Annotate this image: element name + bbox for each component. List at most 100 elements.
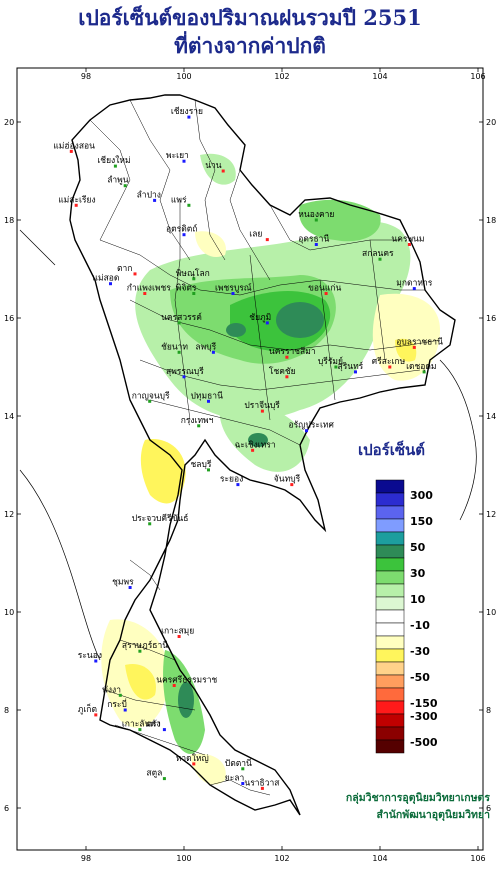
shade-core-teal-2 bbox=[226, 323, 246, 337]
province-label: ชัยนาท bbox=[161, 342, 188, 352]
map-title: เปอร์เซ็นต์ของปริมาณฝนรวมปี 2551 ที่ต่าง… bbox=[0, 4, 500, 60]
province-label: พังงา bbox=[102, 685, 121, 695]
lat-tick-left-label: 16 bbox=[4, 314, 14, 323]
lat-tick-right-label: 16 bbox=[486, 314, 496, 323]
lat-tick-right-label: 20 bbox=[486, 118, 496, 127]
station-marker bbox=[94, 713, 98, 717]
station-marker bbox=[133, 272, 137, 276]
station-marker bbox=[172, 684, 176, 687]
province-label: ประจวบคีรีขันธ์ bbox=[132, 513, 189, 524]
station-marker bbox=[187, 203, 191, 207]
province-label: สุรินทร์ bbox=[338, 361, 364, 372]
station-marker bbox=[388, 365, 392, 369]
legend-swatch bbox=[375, 609, 405, 624]
lat-tick-left-label: 20 bbox=[4, 118, 14, 127]
province-label: นครราชสีมา bbox=[269, 346, 316, 357]
latitude-ticks-right: 20 18 16 14 12 10 8 6 bbox=[479, 118, 496, 813]
province-label: โชคชัย bbox=[269, 366, 296, 377]
station-marker bbox=[378, 257, 382, 261]
lat-tick-left-label: 6 bbox=[4, 804, 9, 813]
province-label: หาดใหญ่ bbox=[176, 753, 209, 764]
province-label: นราธิวาส bbox=[244, 778, 280, 788]
latitude-ticks-left: 20 18 16 14 12 10 8 6 bbox=[4, 118, 21, 813]
station-marker bbox=[422, 370, 426, 374]
legend-swatch bbox=[375, 583, 405, 598]
station-marker bbox=[94, 659, 98, 663]
station-marker bbox=[412, 287, 416, 291]
map-frame bbox=[16, 67, 484, 851]
shade-deep-south-yellow bbox=[190, 753, 226, 785]
station-marker bbox=[118, 693, 122, 697]
station-marker bbox=[177, 321, 181, 325]
country-outline bbox=[69, 94, 456, 816]
province-label: พิษณุโลก bbox=[176, 268, 210, 279]
shade-southeast-teal bbox=[248, 433, 268, 447]
station-marker bbox=[148, 399, 152, 403]
legend-swatch bbox=[375, 739, 405, 754]
province-label: นครพนม bbox=[391, 235, 424, 245]
province-borders bbox=[89, 99, 441, 796]
legend-label: 50 bbox=[410, 541, 426, 554]
station-marker bbox=[187, 115, 191, 119]
shade-south-yellow-2 bbox=[125, 664, 156, 700]
station-marker bbox=[123, 184, 127, 188]
credit-line1: กลุ่มวิชาการอุตุนิยมวิทยาเกษตร bbox=[345, 792, 490, 804]
province-label: อุตรดิตถ์ bbox=[166, 224, 197, 235]
province-label: สุพรรณบุรี bbox=[166, 366, 204, 377]
station-marker bbox=[177, 635, 181, 638]
legend-swatch bbox=[375, 661, 405, 676]
anomaly-shading bbox=[101, 153, 440, 785]
province-label: สุราษฎร์ธานี bbox=[122, 640, 168, 651]
station-marker bbox=[182, 159, 186, 163]
station-marker bbox=[162, 777, 166, 781]
lon-tick-top-label: 100 bbox=[176, 72, 191, 81]
province-label: เชียงราย bbox=[171, 106, 203, 117]
lat-tick-right-label: 10 bbox=[486, 608, 496, 617]
province-label: กำแพงเพชร bbox=[127, 284, 171, 294]
longitude-ticks-bottom: 98 100 102 104 106 bbox=[81, 846, 486, 863]
province-label: แม่สอด bbox=[93, 274, 120, 284]
province-label: อรัญประเทศ bbox=[289, 421, 335, 431]
province-label: ปัตตานี bbox=[225, 758, 252, 769]
province-label: ระนอง bbox=[78, 651, 102, 661]
legend-swatch bbox=[375, 479, 405, 494]
lat-tick-left-label: 10 bbox=[4, 608, 14, 617]
lon-tick-top-label: 98 bbox=[81, 72, 91, 81]
legend-swatch bbox=[375, 700, 405, 715]
station-marker bbox=[192, 762, 196, 766]
province-label: นครศรีธรรมราช bbox=[156, 675, 217, 686]
province-label: อุดรธานี bbox=[298, 234, 329, 245]
province-label: อุบลราชธานี bbox=[396, 336, 443, 347]
province-label: พะเยา bbox=[166, 151, 189, 161]
province-label: จันทบุรี bbox=[274, 474, 301, 485]
station-marker bbox=[74, 203, 78, 207]
legend-swatch bbox=[375, 622, 405, 637]
province-label: เกาะลันตา bbox=[122, 720, 161, 730]
station-marker bbox=[182, 233, 186, 237]
legend-swatch bbox=[375, 518, 405, 533]
province-label: สตูล bbox=[146, 769, 162, 779]
province-label: ปทุมธานี bbox=[191, 390, 224, 401]
station-marker bbox=[354, 370, 357, 374]
legend-swatch bbox=[375, 557, 405, 572]
province-label: ลำปาง bbox=[137, 190, 161, 200]
shade-gulf-yellow bbox=[140, 439, 186, 504]
province-label: ภูเก็ต bbox=[78, 703, 97, 715]
province-label: ฉะเชิงเทรา bbox=[235, 440, 276, 450]
station-marker bbox=[192, 292, 196, 295]
lon-tick-bottom-label: 106 bbox=[470, 854, 485, 863]
neighbour-coast bbox=[19, 229, 477, 661]
legend-color-bar bbox=[375, 479, 405, 754]
station-marker bbox=[260, 409, 264, 413]
station-marker bbox=[153, 198, 157, 202]
station-marker bbox=[412, 345, 416, 349]
legend-swatch bbox=[375, 544, 405, 559]
legend-swatch bbox=[375, 570, 405, 585]
station-marker bbox=[290, 483, 294, 487]
lon-tick-bottom-label: 104 bbox=[372, 854, 387, 863]
province-label: ลำพูน bbox=[107, 176, 129, 186]
province-label: มุกดาหาร bbox=[396, 279, 432, 289]
lon-tick-top-label: 104 bbox=[372, 72, 387, 81]
legend-label: 10 bbox=[410, 593, 426, 606]
province-label: แม่ฮ่องสอน bbox=[53, 141, 95, 151]
